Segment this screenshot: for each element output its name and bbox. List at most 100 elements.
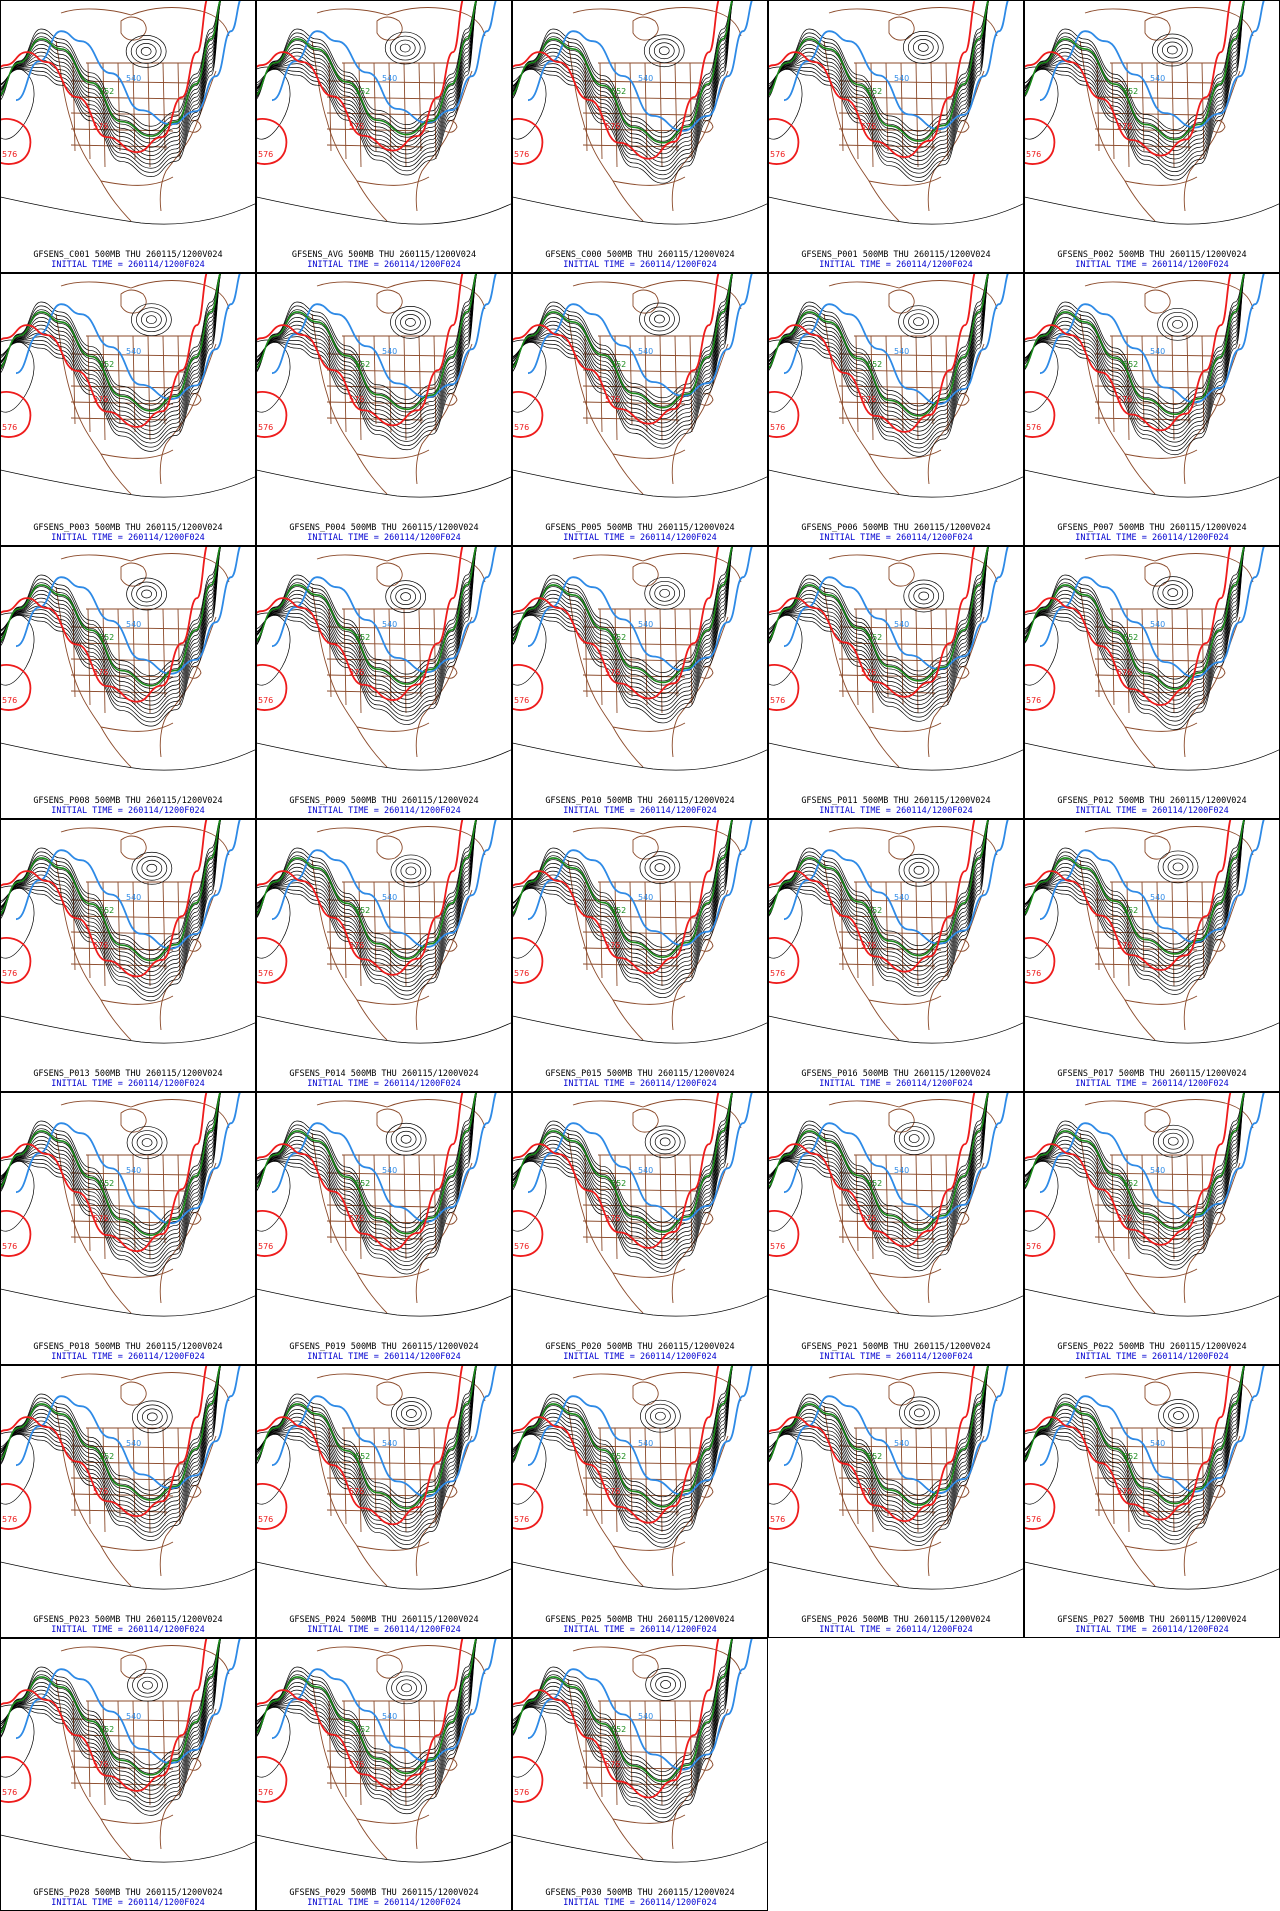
- north-america-map-outline: [823, 280, 998, 495]
- panel-caption-model-line: GFSENS_P007 500MB THU 260115/1200V024: [1057, 523, 1247, 533]
- contour-552-line: [513, 1639, 733, 1783]
- ensemble-panel: 540 552 576 576 GFSENS_P011 500MB THU 260115…: [768, 546, 1024, 819]
- north-america-map-outline: [1079, 553, 1254, 768]
- contour-label-576: 576: [605, 1760, 620, 1769]
- panel-caption-model-line: GFSENS_P023 500MB THU 260115/1200V024: [33, 1615, 223, 1625]
- contour-label-540: 540: [1150, 74, 1165, 83]
- contour-label-552: 552: [355, 633, 370, 642]
- height-contour-map: 540 552 576 576: [1025, 820, 1279, 1044]
- contour-label-576-west: 576: [770, 423, 785, 432]
- contour-label-576: 576: [93, 122, 108, 131]
- contour-540-line: [783, 1366, 1009, 1495]
- contour-576-line: [769, 820, 976, 973]
- panel-caption-initial-time: INITIAL TIME = 260114/1200F024: [1075, 1625, 1229, 1635]
- panel-caption-model-line: GFSENS_AVG 500MB THU 260115/1200V024: [291, 250, 477, 260]
- ensemble-panel: 540 552 576 576 GFSENS_AVG 500MB THU 260115/…: [256, 0, 512, 273]
- contour-label-576: 576: [605, 1487, 620, 1496]
- ensemble-panel: 540 552 576 576 GFSENS_P022 500MB THU 260115…: [1024, 1092, 1280, 1365]
- contour-label-576-west: 576: [514, 696, 529, 705]
- black-height-contours: [1, 1, 255, 225]
- contour-552-line: [1025, 1093, 1245, 1230]
- contour-label-552: 552: [99, 906, 114, 915]
- black-height-contours: [1, 1093, 255, 1317]
- contour-576-line: [513, 1, 720, 160]
- north-america-map-outline: [55, 1099, 230, 1314]
- contour-540-line: [527, 1, 753, 132]
- contour-label-540: 540: [1150, 1166, 1165, 1175]
- contour-label-576-west: 576: [514, 969, 529, 978]
- panel-caption-initial-time: INITIAL TIME = 260114/1200F024: [51, 533, 205, 543]
- contour-label-540: 540: [126, 1439, 141, 1448]
- black-height-contours: [257, 1093, 511, 1317]
- contour-576-line: [513, 547, 720, 700]
- black-height-contours: [257, 547, 511, 771]
- panel-caption-initial-time: INITIAL TIME = 260114/1200F024: [563, 533, 717, 543]
- height-contour-map: 540 552 576 576: [1, 1, 255, 225]
- contour-540-line: [783, 1093, 1009, 1220]
- panel-caption-model-line: GFSENS_P003 500MB THU 260115/1200V024: [33, 523, 223, 533]
- contour-label-576-west: 576: [258, 969, 273, 978]
- contour-label-540: 540: [638, 893, 653, 902]
- height-contour-map: 540 552 576 576: [769, 1366, 1023, 1590]
- contour-576-line: [769, 547, 976, 698]
- panel-caption-initial-time: INITIAL TIME = 260114/1200F024: [819, 1079, 973, 1089]
- contour-576-west-loop: [1, 664, 32, 711]
- height-contour-map: 540 552 576 576: [257, 820, 511, 1044]
- contour-552-line: [513, 1366, 733, 1508]
- contour-label-540: 540: [382, 347, 397, 356]
- panel-caption-model-line: GFSENS_P029 500MB THU 260115/1200V024: [289, 1888, 479, 1898]
- ensemble-panel: 540 552 576 576 GFSENS_P023 500MB THU 260115…: [0, 1365, 256, 1638]
- contour-552-line: [769, 547, 989, 682]
- contour-576-line: [257, 547, 464, 701]
- ensemble-panel: 540 552 576 576 GFSENS_P005 500MB THU 260115…: [512, 273, 768, 546]
- contour-576-line: [257, 820, 464, 976]
- contour-576-line: [257, 1, 464, 152]
- black-height-contours: [1, 1366, 255, 1590]
- contour-576-west-loop: [257, 1483, 288, 1530]
- panel-caption-initial-time: INITIAL TIME = 260114/1200F024: [819, 533, 973, 543]
- contour-label-576-west: 576: [514, 1788, 529, 1797]
- panel-caption-initial-time: INITIAL TIME = 260114/1200F024: [51, 1352, 205, 1362]
- contour-540-line: [271, 1639, 497, 1763]
- contour-label-576: 576: [861, 122, 876, 131]
- panel-caption-model-line: GFSENS_P004 500MB THU 260115/1200V024: [289, 523, 479, 533]
- height-contour-map: 540 552 576 576: [1, 820, 255, 1044]
- panel-caption-model-line: GFSENS_P010 500MB THU 260115/1200V024: [545, 796, 735, 806]
- north-america-map-outline: [55, 280, 230, 495]
- contour-552-line: [1, 1366, 221, 1501]
- contour-540-line: [15, 1, 241, 126]
- ensemble-panel: 540 552 576 576 GFSENS_P012 500MB THU 260115…: [1024, 546, 1280, 819]
- panel-caption-model-line: GFSENS_P011 500MB THU 260115/1200V024: [801, 796, 991, 806]
- panel-caption-initial-time: INITIAL TIME = 260114/1200F024: [307, 806, 461, 816]
- contour-576-line: [769, 1093, 976, 1248]
- north-america-map-outline: [311, 280, 486, 495]
- height-contour-map: 540 552 576 576: [769, 274, 1023, 498]
- contour-540-line: [271, 1, 497, 124]
- contour-576-west-loop: [513, 1210, 544, 1257]
- contour-576-west-loop: [1, 391, 32, 438]
- contour-540-line: [1039, 1, 1265, 129]
- contour-label-576-west: 576: [2, 423, 17, 432]
- ensemble-panel: 540 552 576 576 GFSENS_P019 500MB THU 260115…: [256, 1092, 512, 1365]
- contour-552-line: [1025, 820, 1245, 955]
- black-height-contours: [769, 820, 1023, 1044]
- black-height-contours: [769, 547, 1023, 771]
- contour-label-576: 576: [349, 395, 364, 404]
- contour-552-line: [257, 1366, 477, 1510]
- contour-540-line: [15, 1639, 241, 1764]
- black-height-contours: [513, 1639, 767, 1863]
- contour-label-576: 576: [93, 1760, 108, 1769]
- height-contour-map: 540 552 576 576: [769, 1093, 1023, 1317]
- panel-caption-initial-time: INITIAL TIME = 260114/1200F024: [307, 260, 461, 270]
- north-america-map-outline: [1079, 7, 1254, 222]
- height-contour-map: 540 552 576 576: [257, 1, 511, 225]
- contour-label-540: 540: [638, 1166, 653, 1175]
- contour-576-line: [1, 547, 208, 703]
- contour-label-576-west: 576: [2, 1788, 17, 1797]
- north-america-map-outline: [567, 826, 742, 1041]
- panel-caption-initial-time: INITIAL TIME = 260114/1200F024: [1075, 806, 1229, 816]
- panel-caption-initial-time: INITIAL TIME = 260114/1200F024: [307, 1625, 461, 1635]
- contour-label-540: 540: [894, 74, 909, 83]
- contour-label-576-west: 576: [770, 1515, 785, 1524]
